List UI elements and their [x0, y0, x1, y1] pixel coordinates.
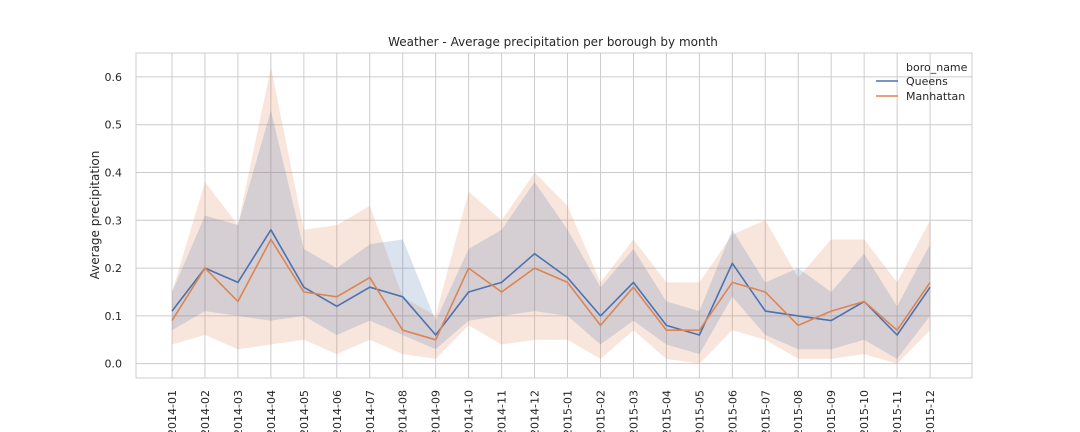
x-tick-label: 2015-01: [562, 390, 575, 432]
series-line-queens: [171, 229, 931, 336]
x-tick-label: 2014-02: [199, 390, 212, 432]
x-tick-label: 2014-11: [496, 390, 509, 432]
series-lines: [171, 229, 931, 341]
confidence-bands: [172, 67, 931, 364]
y-tick-label: 0.1: [105, 310, 123, 323]
y-tick-labels: 0.0 0.1 0.2 0.3 0.4 0.5 0.6: [105, 71, 123, 371]
y-tick-label: 0.5: [105, 119, 123, 132]
ci-band-queens: [172, 110, 931, 359]
x-tick-label: 2014-04: [265, 390, 278, 432]
x-tick-label: 2015-03: [627, 390, 640, 432]
y-axis-label: Average precipitation: [88, 151, 102, 280]
x-tick-label: 2014-08: [397, 390, 410, 432]
x-tick-label: 2014-09: [430, 390, 443, 432]
y-tick-label: 0.3: [105, 214, 123, 227]
legend: boro_name Queens Manhattan: [876, 61, 968, 103]
ci-band-manhattan: [172, 67, 931, 364]
x-tick-label: 2014-03: [232, 390, 245, 432]
legend-label-manhattan: Manhattan: [906, 90, 965, 103]
x-tick-label: 2015-04: [660, 390, 673, 432]
x-tick-label: 2015-02: [594, 390, 607, 432]
x-tick-label: 2015-05: [693, 390, 706, 432]
x-tick-label: 2014-07: [364, 390, 377, 432]
x-tick-label: 2015-10: [858, 390, 871, 432]
plot-frame: [135, 52, 973, 379]
chart-title: Weather - Average precipitation per boro…: [388, 35, 718, 49]
y-tick-label: 0.0: [105, 358, 123, 371]
y-tick-label: 0.2: [105, 262, 123, 275]
y-tick-label: 0.4: [105, 166, 123, 179]
x-tick-label: 2015-06: [726, 390, 739, 432]
y-tick-label: 0.6: [105, 71, 123, 84]
x-tick-label: 2014-01: [166, 390, 179, 432]
x-tick-label: 2015-12: [924, 390, 937, 432]
x-tick-label: 2015-09: [825, 390, 838, 432]
x-tick-label: 2014-05: [298, 390, 311, 432]
x-tick-labels: 2014-01 2014-02 2014-03 2014-04 2014-05 2014-…: [166, 390, 937, 432]
legend-title: boro_name: [906, 61, 968, 74]
grid: [136, 53, 972, 378]
x-tick-label: 2014-10: [463, 390, 476, 432]
legend-label-queens: Queens: [906, 75, 948, 88]
x-tick-label: 2015-08: [792, 390, 805, 432]
x-tick-label: 2015-11: [891, 390, 904, 432]
x-tick-label: 2015-07: [759, 390, 772, 432]
x-tick-label: 2014-06: [331, 390, 344, 432]
x-tick-label: 2014-12: [529, 390, 542, 432]
series-line-manhattan: [171, 238, 931, 341]
